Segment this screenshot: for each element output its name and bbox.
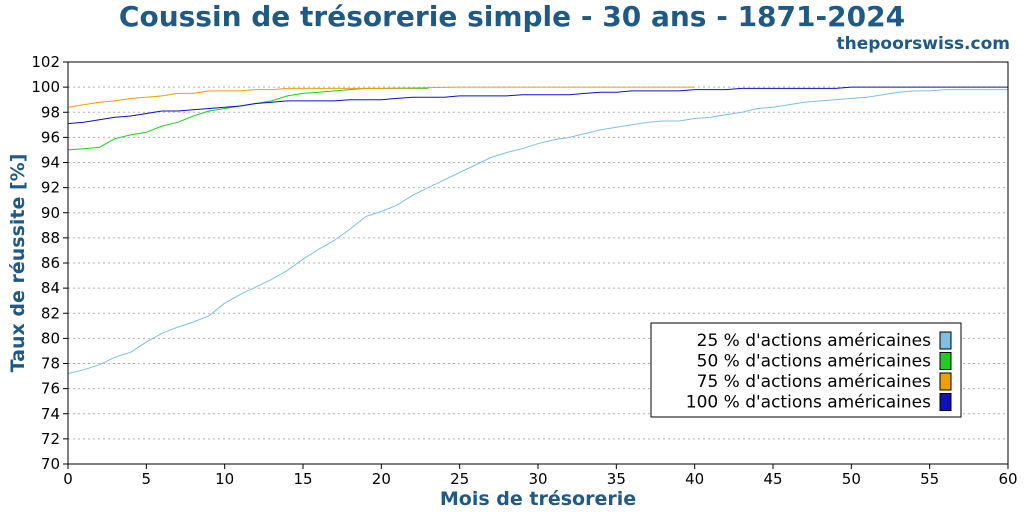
series-line-1 [67,89,1008,374]
x-tick-label: 60 [998,470,1017,488]
x-tick-label: 45 [763,470,782,488]
x-tick-label: 25 [450,470,469,488]
watermark-link[interactable]: thepoorswiss.com [836,34,1011,54]
legend-label-4: 100 % d'actions américaines [686,393,931,413]
x-tick-label: 15 [293,470,312,488]
y-tick-label: 94 [41,154,60,172]
y-tick-label: 100 [31,78,60,96]
y-tick-label: 98 [41,103,60,121]
x-axis-ticks: 0 5 10 15 20 25 30 35 40 45 50 55 60 [63,464,1018,488]
y-tick-label: 80 [41,329,60,347]
y-tick-label: 82 [41,304,60,322]
legend-label-2: 50 % d'actions américaines [697,352,932,372]
y-tick-label: 90 [41,204,60,222]
y-tick-label: 74 [41,405,60,423]
x-axis-label: Mois de trésorerie [440,488,636,510]
y-tick-label: 96 [41,128,60,146]
legend-label-1: 25 % d'actions américaines [697,331,932,351]
y-tick-label: 102 [31,53,60,71]
x-tick-label: 50 [842,470,861,488]
y-tick-label: 76 [41,380,60,398]
y-tick-label: 84 [41,279,60,297]
y-tick-label: 86 [41,254,60,272]
x-tick-label: 30 [528,470,547,488]
legend-swatch-3 [939,372,952,391]
series-lines [67,86,1008,374]
y-tick-label: 88 [41,229,60,247]
x-tick-label: 55 [920,470,939,488]
series-line-3 [67,86,695,108]
x-tick-label: 35 [607,470,626,488]
legend-swatch-4 [939,393,952,411]
legend-box [650,322,962,418]
x-tick-label: 10 [215,470,234,488]
x-tick-label: 0 [63,470,73,488]
legend-label-3: 75 % d'actions américaines [697,372,932,392]
y-tick-label: 92 [41,179,60,197]
legend-swatch-1 [939,331,952,350]
y-tick-label: 70 [41,455,60,473]
grid-lines [68,86,1008,440]
y-axis-ticks: 70 72 74 76 78 80 82 84 86 88 90 92 94 96 98 100 102 [31,53,68,473]
y-tick-label: 72 [41,430,60,448]
x-tick-label: 20 [372,470,391,488]
y-tick-label: 78 [41,355,60,373]
x-tick-label: 5 [142,470,152,488]
series-line-2 [67,87,429,151]
series-line-4 [67,86,1008,125]
y-axis-label: Taux de réussite [%] [7,154,29,373]
legend-swatch-2 [939,352,952,370]
x-tick-label: 40 [685,470,704,488]
chart-title: Coussin de trésorerie simple - 30 ans - … [118,0,906,33]
